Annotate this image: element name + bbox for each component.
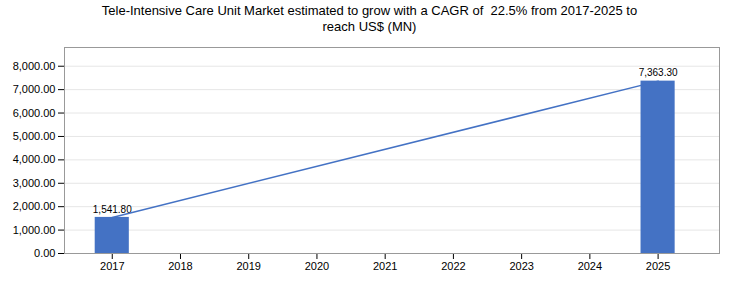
- svg-text:7,000.00: 7,000.00: [13, 83, 56, 95]
- svg-text:6,000.00: 6,000.00: [13, 107, 56, 119]
- svg-text:2023: 2023: [509, 260, 533, 272]
- svg-text:0.00: 0.00: [34, 247, 55, 259]
- svg-text:1,541.80: 1,541.80: [93, 204, 132, 215]
- svg-text:2022: 2022: [441, 260, 465, 272]
- svg-text:4,000.00: 4,000.00: [13, 153, 56, 165]
- svg-text:2,000.00: 2,000.00: [13, 200, 56, 212]
- svg-text:2017: 2017: [100, 260, 124, 272]
- svg-text:3,000.00: 3,000.00: [13, 177, 56, 189]
- svg-text:7,363.30: 7,363.30: [639, 67, 678, 78]
- svg-text:8,000.00: 8,000.00: [13, 60, 56, 72]
- svg-text:2018: 2018: [168, 260, 192, 272]
- svg-text:2019: 2019: [236, 260, 260, 272]
- svg-text:5,000.00: 5,000.00: [13, 130, 56, 142]
- svg-text:2021: 2021: [373, 260, 397, 272]
- svg-text:1,000.00: 1,000.00: [13, 224, 56, 236]
- html-text:Tele-Intensive Care Unit Marke: Tele-Intensive Care Unit Market estimate…: [101, 3, 638, 34]
- svg-text:2020: 2020: [305, 260, 329, 272]
- svg-text:2025: 2025: [646, 260, 670, 272]
- svg-text:2024: 2024: [578, 260, 602, 272]
